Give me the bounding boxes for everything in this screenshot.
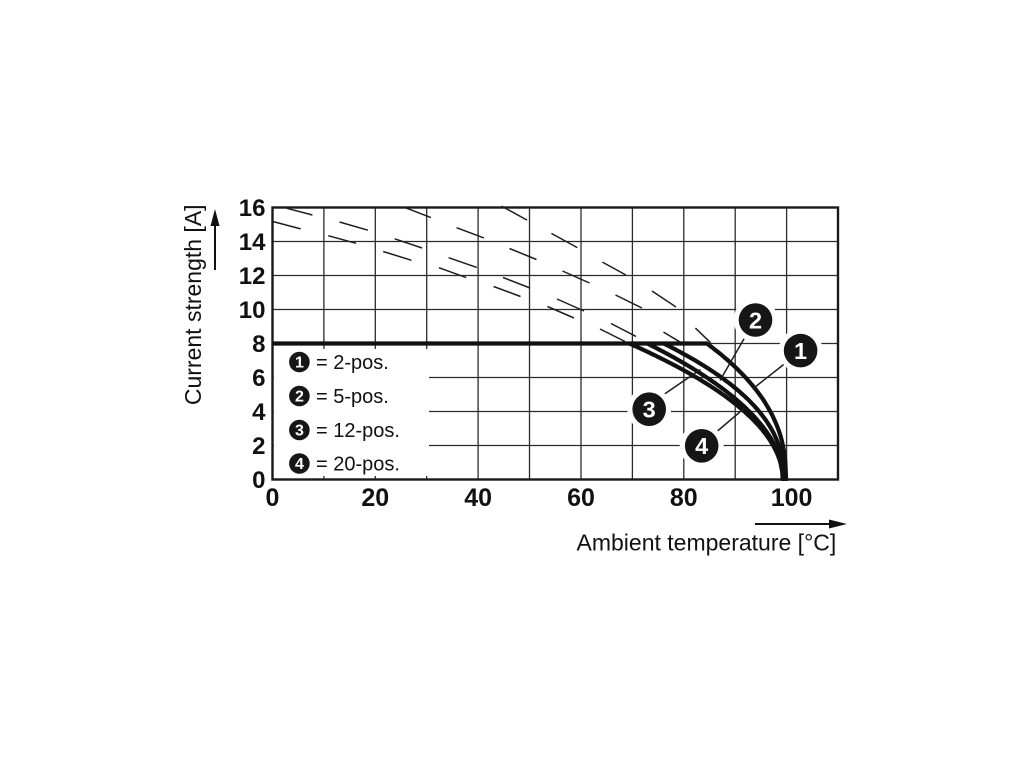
svg-text:0: 0 [266, 484, 280, 512]
svg-text:12: 12 [239, 263, 266, 290]
svg-text:14: 14 [239, 229, 266, 256]
svg-text:4: 4 [295, 456, 304, 473]
svg-text:2: 2 [252, 433, 265, 460]
svg-text:0: 0 [252, 467, 265, 494]
svg-text:6: 6 [252, 365, 265, 392]
svg-text:80: 80 [670, 484, 698, 512]
svg-text:4: 4 [695, 433, 708, 459]
svg-text:3: 3 [295, 423, 304, 440]
svg-text:Current strength [A]: Current strength [A] [180, 204, 206, 405]
svg-text:1: 1 [794, 338, 807, 364]
svg-text:2: 2 [749, 307, 762, 333]
svg-text:Ambient temperature [°C]: Ambient temperature [°C] [577, 530, 837, 556]
svg-text:8: 8 [252, 331, 265, 358]
svg-text:= 2-pos.: = 2-pos. [316, 352, 389, 374]
svg-text:2: 2 [295, 389, 304, 406]
svg-text:4: 4 [252, 399, 266, 426]
svg-text:20: 20 [361, 484, 389, 512]
svg-text:100: 100 [771, 484, 813, 512]
svg-text:10: 10 [239, 297, 266, 324]
svg-text:= 5-pos.: = 5-pos. [316, 386, 389, 408]
svg-text:3: 3 [643, 397, 656, 423]
svg-text:= 20-pos.: = 20-pos. [316, 454, 400, 476]
svg-text:= 12-pos.: = 12-pos. [316, 420, 400, 442]
svg-text:60: 60 [567, 484, 595, 512]
svg-text:1: 1 [295, 355, 304, 372]
svg-text:40: 40 [464, 484, 492, 512]
svg-text:16: 16 [239, 195, 266, 222]
